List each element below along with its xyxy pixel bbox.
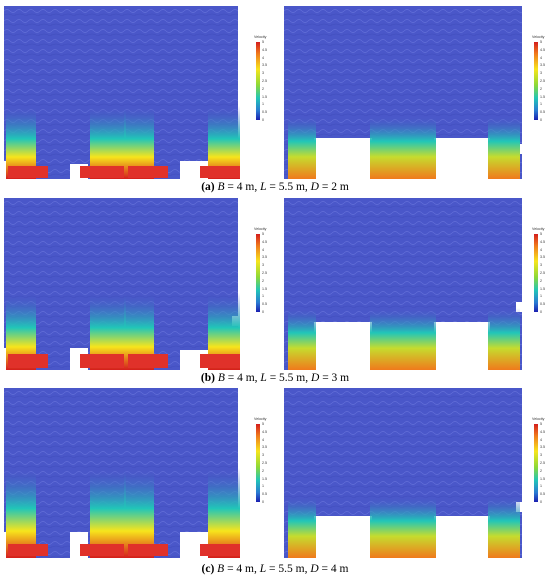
flow-field-a-right bbox=[284, 6, 524, 179]
colorbar-tick: 0.5 bbox=[262, 302, 267, 307]
colorbar-gradient bbox=[534, 234, 538, 312]
colorbar-tick: 0 bbox=[540, 118, 542, 122]
colorbar-tick: 5 bbox=[262, 40, 264, 44]
colorbar-tick: 3.5 bbox=[262, 445, 267, 450]
colorbar-tick: 1.5 bbox=[540, 286, 545, 291]
colorbar-tick: 1.5 bbox=[540, 94, 545, 99]
colorbar-tick: 0.5 bbox=[262, 492, 267, 497]
flow-field-a-left bbox=[4, 6, 242, 179]
colorbar-tick: 5 bbox=[540, 40, 542, 44]
colorbar-tick: 4 bbox=[262, 55, 264, 60]
colorbar-tick: 3 bbox=[540, 71, 542, 76]
colorbar-tick: 4.5 bbox=[262, 429, 267, 434]
colorbar-tick: 4.5 bbox=[540, 239, 545, 244]
colorbar-tick: 1 bbox=[540, 102, 542, 107]
colorbar-title: Velocity bbox=[532, 417, 545, 421]
colorbar-tick: 3.5 bbox=[540, 445, 545, 450]
colorbar-tick: 2.5 bbox=[262, 461, 267, 465]
colorbar-tick: 3.5 bbox=[540, 63, 545, 68]
colorbar-tick: 1.5 bbox=[262, 286, 267, 291]
colorbar-tick: 4.5 bbox=[540, 47, 545, 52]
colorbar-tick: 1.5 bbox=[540, 476, 545, 481]
colorbar-tick: 1 bbox=[262, 294, 264, 299]
colorbar-tick: 0 bbox=[540, 310, 542, 314]
flow-field-c-left bbox=[4, 388, 242, 558]
colorbar-tick: 1.5 bbox=[262, 476, 267, 481]
colorbar-tick: 2.5 bbox=[540, 271, 545, 275]
colorbar-tick: 2.5 bbox=[540, 79, 545, 83]
caption-b: (b) B = 4 m, L = 5.5 m, D = 3 m bbox=[200, 372, 350, 384]
colorbar-tick: 1 bbox=[262, 102, 264, 107]
colorbar-gradient bbox=[256, 42, 260, 120]
colorbar-tick: 3 bbox=[262, 71, 264, 76]
colorbar-tick: 5 bbox=[540, 422, 542, 426]
colorbar-tick: 0 bbox=[540, 500, 542, 504]
colorbar-tick: 4 bbox=[540, 247, 542, 252]
colorbar-tick: 4.5 bbox=[540, 429, 545, 434]
colorbar-tick: 4.5 bbox=[262, 239, 267, 244]
caption-c: (c) B = 4 m, L = 5.5 m, D = 4 m bbox=[201, 563, 349, 575]
colorbar-tick: 0 bbox=[262, 500, 264, 504]
colorbar-tick: 4 bbox=[262, 437, 264, 442]
colorbar-title: Velocity bbox=[254, 35, 267, 39]
colorbar-title: Velocity bbox=[254, 227, 267, 231]
colorbar-tick: 2 bbox=[262, 278, 264, 283]
colorbar-gradient bbox=[256, 424, 260, 502]
colorbar-tick: 0.5 bbox=[262, 110, 267, 115]
colorbar-tick: 2.5 bbox=[262, 79, 267, 83]
colorbar-title: Velocity bbox=[254, 417, 267, 421]
colorbar-tick: 4 bbox=[540, 437, 542, 442]
colorbar-tick: 4 bbox=[540, 55, 542, 60]
colorbar-tick: 2 bbox=[262, 468, 264, 473]
colorbar-tick: 0 bbox=[262, 310, 264, 314]
colorbar-tick: 3 bbox=[262, 263, 264, 268]
flow-field-b-left bbox=[4, 198, 242, 370]
colorbar-tick: 3 bbox=[262, 453, 264, 458]
colorbar-tick: 0.5 bbox=[540, 110, 545, 115]
colorbar-tick: 2 bbox=[540, 278, 542, 283]
flow-field-b-right bbox=[284, 198, 524, 370]
colorbar-gradient bbox=[534, 424, 538, 502]
colorbar-tick: 4.5 bbox=[262, 47, 267, 52]
colorbar-tick: 1 bbox=[540, 484, 542, 489]
colorbar-tick: 1 bbox=[540, 294, 542, 299]
colorbar-tick: 4 bbox=[262, 247, 264, 252]
colorbar-tick: 2 bbox=[262, 86, 264, 91]
colorbar-tick: 2.5 bbox=[262, 271, 267, 275]
colorbar-tick: 0.5 bbox=[540, 492, 545, 497]
colorbar-tick: 5 bbox=[262, 422, 264, 426]
colorbar-tick: 1.5 bbox=[262, 94, 267, 99]
colorbar-tick: 1 bbox=[262, 484, 264, 489]
colorbar-tick: 2 bbox=[540, 468, 542, 473]
colorbar-tick: 3.5 bbox=[262, 63, 267, 68]
colorbar-tick: 3 bbox=[540, 453, 542, 458]
colorbar-tick: 5 bbox=[262, 232, 264, 236]
colorbar-title: Velocity bbox=[532, 227, 545, 231]
colorbar-tick: 3 bbox=[540, 263, 542, 268]
colorbar-title: Velocity bbox=[532, 35, 545, 39]
caption-a: (a) B = 4 m, L = 5.5 m, D = 2 m bbox=[201, 181, 349, 193]
flow-field-c-right bbox=[284, 388, 524, 558]
colorbar-tick: 0.5 bbox=[540, 302, 545, 307]
colorbar-tick: 5 bbox=[540, 232, 542, 236]
colorbar-tick: 3.5 bbox=[262, 255, 267, 260]
colorbar-tick: 2 bbox=[540, 86, 542, 91]
colorbar-gradient bbox=[534, 42, 538, 120]
colorbar-tick: 2.5 bbox=[540, 461, 545, 465]
colorbar-gradient bbox=[256, 234, 260, 312]
colorbar-tick: 3.5 bbox=[540, 255, 545, 260]
colorbar-tick: 0 bbox=[262, 118, 264, 122]
